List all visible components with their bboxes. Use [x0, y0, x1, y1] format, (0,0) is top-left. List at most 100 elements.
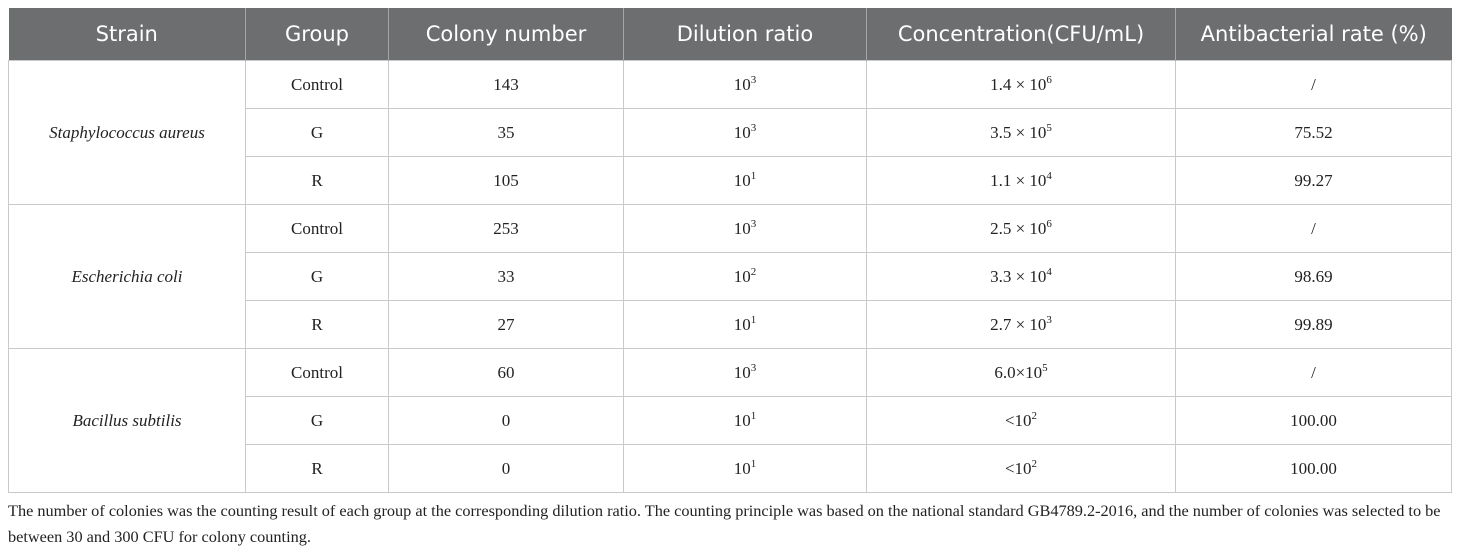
column-header: Dilution ratio	[623, 8, 867, 61]
concentration-cell-exponent: 4	[1046, 169, 1052, 182]
concentration-cell-base: 3.3 × 10	[990, 266, 1047, 286]
dilution-cell: 101	[623, 396, 867, 445]
concentration-cell: 1.4 × 106	[866, 60, 1176, 109]
dilution-cell-base: 10	[733, 74, 751, 94]
concentration-cell-base: 1.1 × 10	[990, 170, 1047, 190]
dilution-cell: 101	[623, 156, 867, 205]
dilution-cell-base: 10	[733, 218, 751, 238]
dilution-cell: 103	[623, 204, 867, 253]
colony-cell: 105	[388, 156, 624, 205]
column-header: Antibacterial rate (%)	[1175, 8, 1452, 61]
concentration-cell-exponent: 4	[1046, 265, 1052, 278]
dilution-cell-exponent: 1	[750, 409, 757, 422]
dilution-cell-base: 10	[733, 410, 751, 430]
table-row: G 35 103 3.5 × 105 75.52	[9, 108, 1452, 157]
table-body: Staphylococcus aureus Control 143 103 1.4 × …	[8, 60, 1452, 493]
column-header: Group	[245, 8, 389, 61]
colony-cell: 27	[388, 300, 624, 349]
dilution-cell-base: 10	[733, 314, 751, 334]
dilution-cell-base: 10	[733, 170, 751, 190]
concentration-cell: 2.7 × 103	[866, 300, 1176, 349]
table-row: Bacillus subtilis Control 60 103 6.0×105/	[8, 348, 1452, 493]
dilution-cell-base: 10	[733, 362, 751, 382]
dilution-cell: 103	[623, 60, 867, 109]
concentration-cell-exponent: 6	[1046, 217, 1052, 230]
group-cell: Control	[245, 348, 389, 397]
colony-cell: 35	[388, 108, 624, 157]
column-header: Concentration(CFU/mL)	[866, 8, 1176, 61]
group-cell: R	[245, 444, 389, 493]
rate-cell: /	[1175, 348, 1452, 397]
column-header: Colony number	[388, 8, 624, 61]
colony-cell: 60	[388, 348, 624, 397]
group-cell: G	[245, 108, 389, 157]
dilution-cell-exponent: 3	[750, 361, 757, 374]
group-cell: Control	[245, 60, 389, 109]
dilution-cell-exponent: 1	[750, 457, 757, 470]
concentration-cell: 2.5 × 106	[866, 204, 1176, 253]
colony-cell: 33	[388, 252, 624, 301]
dilution-cell-exponent: 1	[750, 169, 757, 182]
concentration-cell: 6.0×105	[866, 348, 1176, 397]
data-table: Strain Group Colony number Dilution ratio Co…	[8, 8, 1452, 493]
group-cell: Control	[245, 204, 389, 253]
dilution-cell: 103	[623, 348, 867, 397]
column-header: Strain	[8, 8, 246, 61]
concentration-cell-base: <10	[1004, 410, 1032, 430]
rate-cell: 99.89	[1175, 300, 1452, 349]
concentration-cell-exponent: 2	[1031, 409, 1038, 422]
dilution-cell-exponent: 2	[750, 265, 757, 278]
strain-cell: Bacillus subtilis	[8, 348, 246, 493]
concentration-cell-exponent: 2	[1031, 457, 1038, 470]
header-row: Strain Group Colony number Dilution ratio Co…	[8, 8, 1452, 61]
group-cell: R	[245, 300, 389, 349]
dilution-cell-base: 10	[733, 266, 751, 286]
concentration-cell-exponent: 6	[1046, 73, 1052, 86]
concentration-cell-base: 1.4 × 10	[990, 74, 1047, 94]
rate-cell: 100.00	[1175, 396, 1452, 445]
concentration-cell-base: 3.5 × 10	[990, 122, 1047, 142]
colony-cell: 0	[388, 396, 624, 445]
dilution-cell: 103	[623, 108, 867, 157]
strain-cell: Escherichia coli	[8, 204, 246, 349]
rate-cell: 98.69	[1175, 252, 1452, 301]
table-row: Staphylococcus aureus Control 143 103 1.4 × …	[8, 60, 1452, 205]
dilution-cell: 101	[623, 300, 867, 349]
concentration-cell-base: 2.7 × 10	[990, 314, 1047, 334]
dilution-cell-exponent: 1	[750, 313, 757, 326]
colony-cell: 143	[388, 60, 624, 109]
dilution-cell-base: 10	[733, 122, 751, 142]
dilution-cell-exponent: 3	[750, 73, 757, 86]
table-row: R 27 101 2.7 × 103 99.89	[9, 300, 1452, 349]
concentration-cell-base: <10	[1004, 458, 1032, 478]
table-row: R 0 101 <102 100.00	[9, 444, 1452, 493]
strain-cell: Staphylococcus aureus	[8, 60, 246, 205]
concentration-cell: 3.5 × 105	[866, 108, 1176, 157]
dilution-cell-base: 10	[733, 458, 751, 478]
concentration-cell-exponent: 3	[1046, 313, 1052, 326]
table-row: R 105 101 1.1 × 104 99.27	[9, 156, 1452, 205]
rate-cell: 75.52	[1175, 108, 1452, 157]
table-row: G 33 102 3.3 × 104 98.69	[9, 252, 1452, 301]
concentration-cell: 1.1 × 104	[866, 156, 1176, 205]
table-row: Escherichia coli Control 253 103 2.5 × 106/	[8, 204, 1452, 349]
dilution-cell: 101	[623, 444, 867, 493]
concentration-cell: <102	[866, 396, 1176, 445]
colony-cell: 0	[388, 444, 624, 493]
footnote: The number of colonies was the counting …	[8, 501, 1441, 546]
concentration-cell-exponent: 5	[1046, 121, 1052, 134]
dilution-cell-exponent: 3	[750, 121, 757, 134]
concentration-cell-base: 6.0×10	[994, 362, 1043, 382]
concentration-cell-base: 2.5 × 10	[990, 218, 1047, 238]
group-cell: G	[245, 396, 389, 445]
rate-cell: /	[1175, 204, 1452, 253]
rate-cell: /	[1175, 60, 1452, 109]
concentration-cell: 3.3 × 104	[866, 252, 1176, 301]
concentration-cell-exponent: 5	[1042, 361, 1048, 374]
colony-cell: 253	[388, 204, 624, 253]
group-cell: G	[245, 252, 389, 301]
rate-cell: 99.27	[1175, 156, 1452, 205]
rate-cell: 100.00	[1175, 444, 1452, 493]
dilution-cell-exponent: 3	[750, 217, 757, 230]
